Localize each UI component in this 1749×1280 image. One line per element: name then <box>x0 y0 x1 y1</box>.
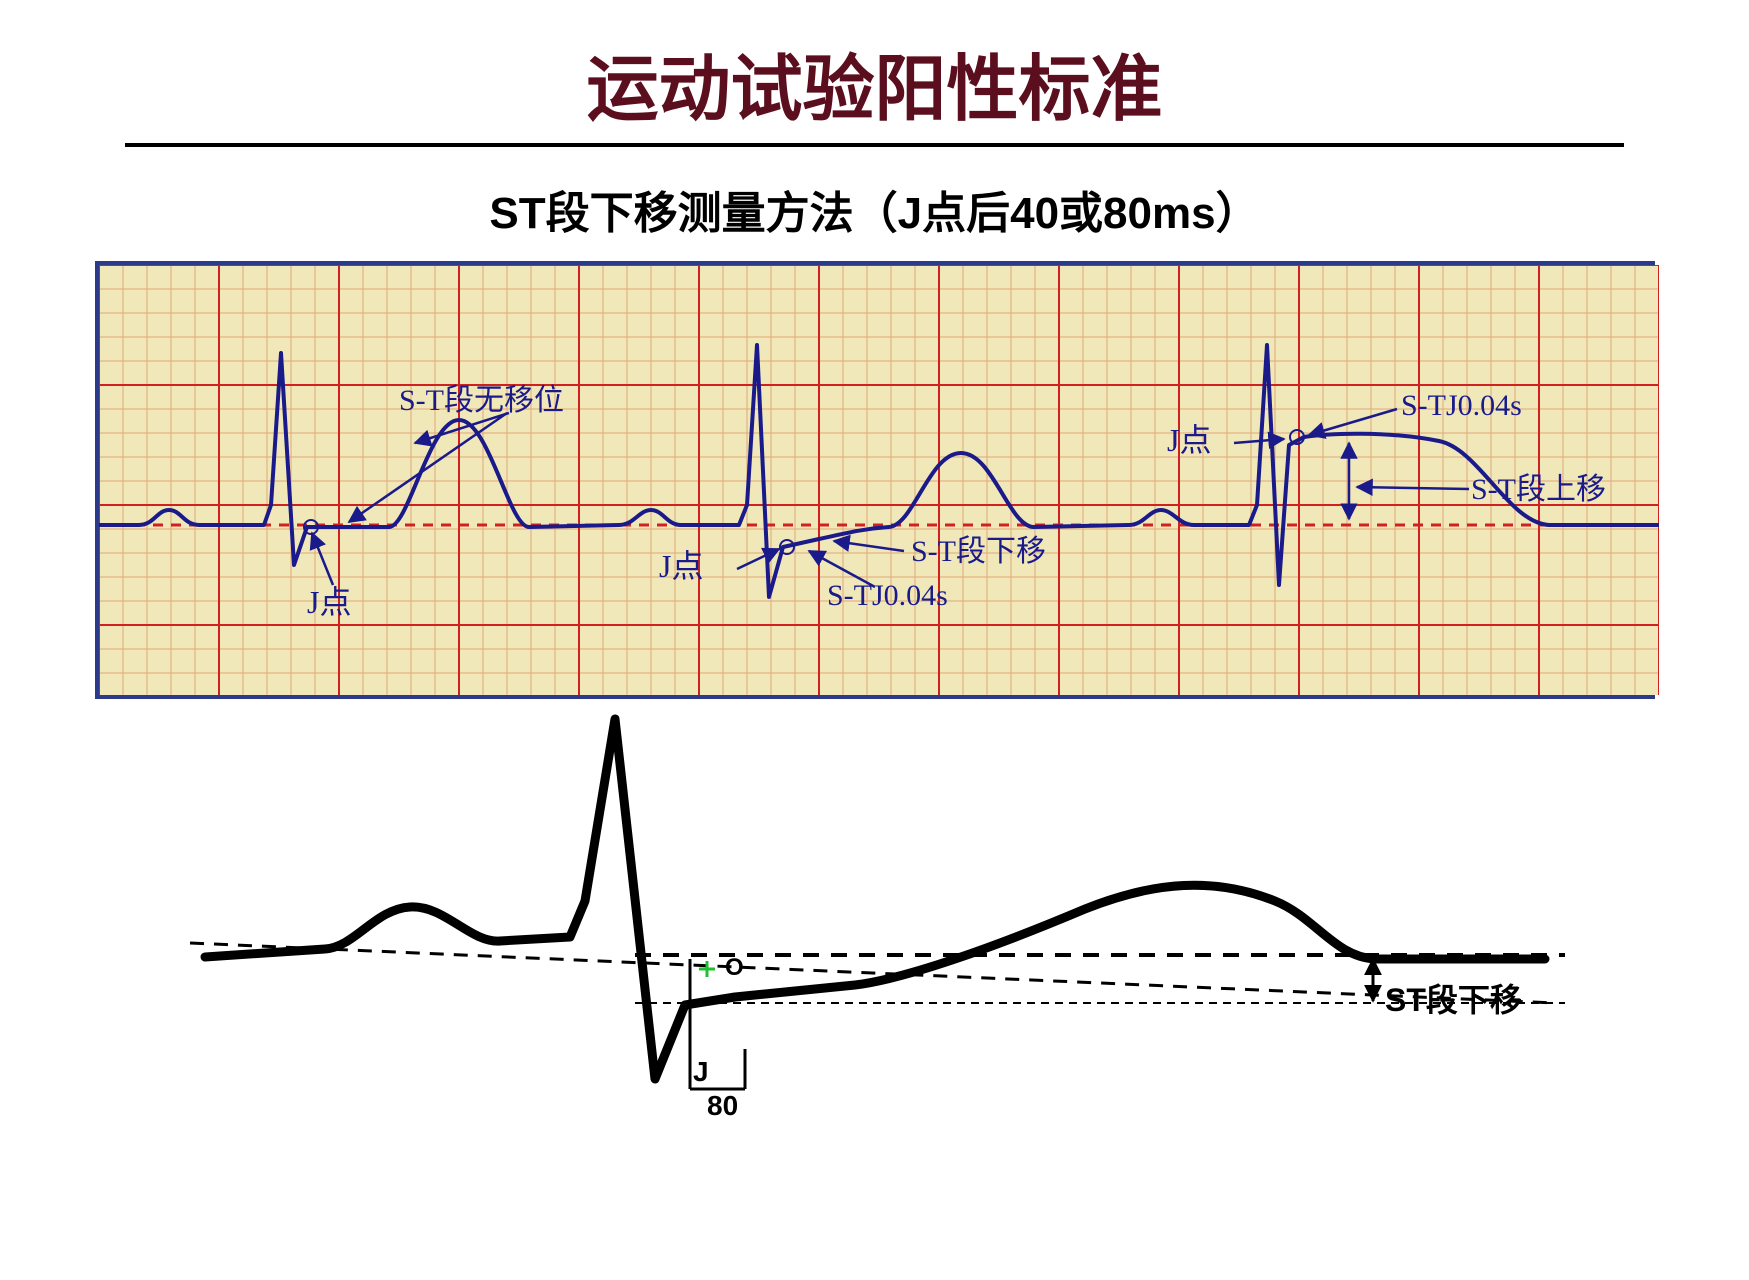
svg-text:S-TJ0.04s: S-TJ0.04s <box>1401 389 1522 422</box>
main-title: 运动试验阳性标准 <box>60 30 1689 135</box>
svg-text:S-T段无移位: S-T段无移位 <box>399 384 564 417</box>
svg-text:S-T段上移: S-T段上移 <box>1471 473 1606 506</box>
svg-text:S-TJ0.04s: S-TJ0.04s <box>827 579 948 612</box>
subtitle: ST段下移测量方法（J点后40或80ms） <box>60 177 1689 241</box>
svg-text:J: J <box>693 1056 709 1087</box>
svg-text:J点: J点 <box>1167 422 1211 458</box>
svg-text:J点: J点 <box>659 548 703 584</box>
lower-diagram-panel: J O 80 ST段下移 <box>95 709 1655 1134</box>
lower-ecg-waveform: J O 80 ST段下移 <box>95 709 1655 1129</box>
svg-text:J点: J点 <box>307 584 351 620</box>
svg-text:O: O <box>725 954 744 981</box>
svg-text:80: 80 <box>707 1090 738 1121</box>
ecg-waveform: S-T段无移位 J点 J点 S-T段下移 S-TJ0.04s J点 S-TJ0.04s S-T… <box>99 265 1659 695</box>
svg-text:S-T段下移: S-T段下移 <box>911 535 1046 568</box>
ecg-panel: S-T段无移位 J点 J点 S-T段下移 S-TJ0.04s J点 S-TJ0.04s S-T… <box>95 261 1655 699</box>
title-divider <box>125 143 1624 147</box>
svg-text:ST段下移: ST段下移 <box>1385 982 1522 1018</box>
